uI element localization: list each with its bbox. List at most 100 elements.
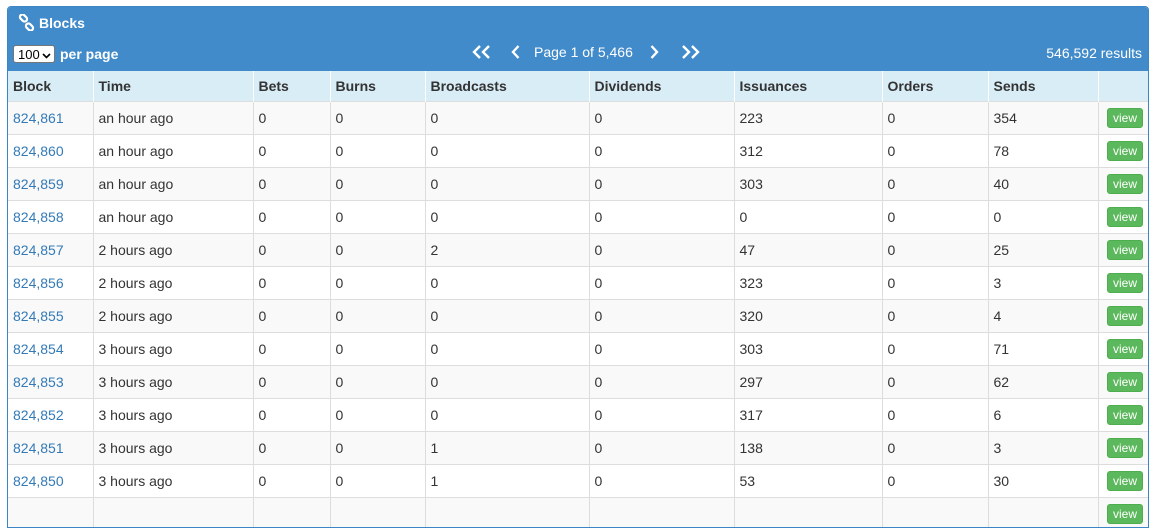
cell-issuances: 138 (733, 430, 882, 464)
cell-orders: 0 (881, 298, 988, 332)
cell-orders: 0 (881, 199, 988, 233)
col-header-broadcasts[interactable]: Broadcasts (424, 71, 589, 101)
cell-block (8, 496, 93, 527)
cell-bets: 0 (252, 364, 330, 398)
cell-block: 824,857 (8, 232, 93, 266)
block-link[interactable]: 824,852 (13, 406, 64, 423)
cell-burns: 0 (329, 430, 425, 464)
cell-action: view (1097, 265, 1148, 299)
cell-bets: 0 (252, 298, 330, 332)
cell-sends: 71 (987, 331, 1098, 365)
table-row: 824,856 2 hours ago 0 0 0 0 323 0 3 view (8, 265, 1148, 299)
chevron-right-icon[interactable] (646, 45, 662, 59)
cell-orders: 0 (881, 397, 988, 431)
view-button[interactable]: view (1106, 272, 1143, 293)
table-row: view (8, 496, 1148, 527)
cell-burns: 0 (329, 166, 425, 200)
cell-orders: 0 (881, 331, 988, 365)
cell-action: view (1097, 463, 1148, 497)
double-chevron-left-icon[interactable] (470, 45, 496, 59)
table-row: 824,857 2 hours ago 0 0 2 0 47 0 25 view (8, 232, 1148, 266)
table-row: 824,854 3 hours ago 0 0 0 0 303 0 71 view (8, 331, 1148, 365)
block-link[interactable]: 824,860 (13, 142, 64, 159)
cell-block: 824,860 (8, 133, 93, 167)
cell-issuances: 297 (733, 364, 882, 398)
cell-dividends: 0 (588, 397, 734, 431)
block-link[interactable]: 824,859 (13, 175, 64, 192)
table-header-row: Block Time Bets Burns Broadcasts Dividen… (8, 71, 1148, 101)
col-header-block[interactable]: Block (13, 77, 52, 94)
view-button[interactable]: view (1106, 173, 1143, 194)
cell-issuances (733, 496, 882, 527)
cell-action: view (1097, 133, 1148, 167)
cell-block: 824,856 (8, 265, 93, 299)
cell-burns: 0 (329, 133, 425, 167)
col-header-dividends[interactable]: Dividends (588, 71, 734, 101)
view-button[interactable]: view (1106, 371, 1143, 392)
col-header-sends[interactable]: Sends (987, 71, 1098, 101)
pagination: Page 1 of 5,466 (470, 44, 702, 60)
cell-issuances: 312 (733, 133, 882, 167)
view-button[interactable]: view (1106, 404, 1143, 425)
block-link[interactable]: 824,850 (13, 472, 64, 489)
block-link[interactable]: 824,854 (13, 340, 64, 357)
col-header-issuances[interactable]: Issuances (733, 71, 882, 101)
view-button[interactable]: view (1106, 305, 1143, 326)
cell-bets: 0 (252, 397, 330, 431)
view-button[interactable]: view (1106, 239, 1143, 260)
table-row: 824,858 an hour ago 0 0 0 0 0 0 0 view (8, 199, 1148, 233)
cell-issuances: 53 (733, 463, 882, 497)
col-header-actions (1097, 71, 1148, 101)
col-header-time[interactable]: Time (92, 71, 253, 101)
cell-time: 3 hours ago (92, 364, 253, 398)
col-header-burns[interactable]: Burns (329, 71, 425, 101)
cell-action: view (1097, 298, 1148, 332)
cell-broadcasts: 0 (424, 298, 589, 332)
view-button[interactable]: view (1106, 107, 1143, 128)
cell-dividends: 0 (588, 100, 734, 134)
view-button[interactable]: view (1106, 437, 1143, 458)
cell-broadcasts: 0 (424, 100, 589, 134)
cell-time (92, 496, 253, 527)
col-header-bets[interactable]: Bets (252, 71, 330, 101)
cell-sends: 78 (987, 133, 1098, 167)
page-indicator: Page 1 of 5,466 (534, 44, 633, 60)
cell-issuances: 223 (733, 100, 882, 134)
cell-time: an hour ago (92, 133, 253, 167)
block-link[interactable]: 824,857 (13, 241, 64, 258)
table-row: 824,860 an hour ago 0 0 0 0 312 0 78 view (8, 133, 1148, 167)
block-link[interactable]: 824,858 (13, 208, 64, 225)
cell-action: view (1097, 166, 1148, 200)
cell-bets: 0 (252, 430, 330, 464)
block-link[interactable]: 824,855 (13, 307, 64, 324)
col-header-orders[interactable]: Orders (881, 71, 988, 101)
per-page-select[interactable]: 100 (13, 45, 55, 63)
cell-time: an hour ago (92, 199, 253, 233)
cell-sends: 6 (987, 397, 1098, 431)
cell-time: 3 hours ago (92, 430, 253, 464)
cell-action: view (1097, 397, 1148, 431)
block-link[interactable]: 824,861 (13, 109, 64, 126)
block-link[interactable]: 824,856 (13, 274, 64, 291)
cell-time: an hour ago (92, 100, 253, 134)
cell-dividends: 0 (588, 364, 734, 398)
view-button[interactable]: view (1106, 470, 1143, 491)
cell-action: view (1097, 199, 1148, 233)
results-count: 546,592 results (1046, 45, 1142, 61)
cell-block: 824,853 (8, 364, 93, 398)
view-button[interactable]: view (1106, 503, 1143, 524)
double-chevron-right-icon[interactable] (676, 45, 702, 59)
cell-block: 824,861 (8, 100, 93, 134)
cell-broadcasts: 0 (424, 331, 589, 365)
cell-bets: 0 (252, 133, 330, 167)
cell-action: view (1097, 496, 1148, 527)
block-link[interactable]: 824,853 (13, 373, 64, 390)
view-button[interactable]: view (1106, 338, 1143, 359)
cell-sends: 3 (987, 430, 1098, 464)
block-link[interactable]: 824,851 (13, 439, 64, 456)
view-button[interactable]: view (1106, 140, 1143, 161)
chevron-left-icon[interactable] (508, 45, 524, 59)
view-button[interactable]: view (1106, 206, 1143, 227)
table-row: 824,859 an hour ago 0 0 0 0 303 0 40 view (8, 166, 1148, 200)
cell-sends: 25 (987, 232, 1098, 266)
